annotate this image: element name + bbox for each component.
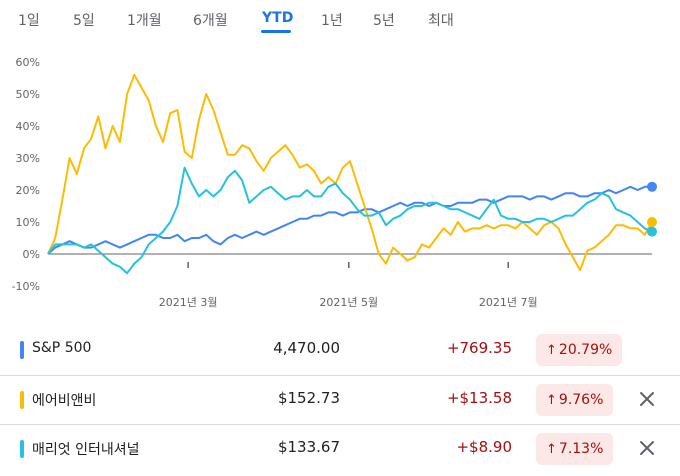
series-color-marker <box>20 391 24 409</box>
tab-max[interactable]: 최대 <box>428 13 454 29</box>
tab-ytd[interactable]: YTD <box>262 10 294 26</box>
row-percent-badge: ↑ 7.13% <box>536 433 614 465</box>
y-tick-label: 40% <box>16 120 40 133</box>
list-item[interactable]: 매리엇 인터내셔널 $133.67 +$8.90 ↑ 7.13% <box>0 424 680 473</box>
y-tick-label: 50% <box>16 88 40 101</box>
row-percent-badge: ↑ 20.79% <box>536 334 623 366</box>
row-change: +$13.58 <box>446 389 512 407</box>
row-price: $133.67 <box>277 438 340 456</box>
row-change: +$8.90 <box>456 438 512 456</box>
tab-active-indicator <box>261 30 291 33</box>
tab-1y[interactable]: 1년 <box>321 13 343 29</box>
series-end-point-0 <box>647 181 657 192</box>
tab-6m[interactable]: 6개월 <box>193 13 228 29</box>
tab-5y[interactable]: 5년 <box>373 13 395 29</box>
range-tabs: 1일 5일 1개월 6개월 YTD 1년 5년 최대 <box>0 0 680 40</box>
list-item[interactable]: S&P 500 4,470.00 +769.35 ↑ 20.79% <box>0 326 680 375</box>
row-percent: 9.76% <box>558 392 604 408</box>
comparison-list: S&P 500 4,470.00 +769.35 ↑ 20.79% 에어비앤비 $… <box>0 326 680 473</box>
series-line-1 <box>47 73 653 271</box>
price-chart-svg: 60% 50% 40% 30% 20% 10% 0% -10% 2021년 3월 2021년 5… <box>12 56 657 309</box>
series-color-marker <box>20 440 24 458</box>
x-tick-label: 2021년 5월 <box>319 296 378 309</box>
price-chart: 60% 50% 40% 30% 20% 10% 0% -10% 2021년 3월 2021년 5… <box>0 44 680 320</box>
x-tick-label: 2021년 7월 <box>479 296 538 309</box>
series-end-point-2 <box>647 226 657 237</box>
row-percent: 20.79% <box>558 342 613 358</box>
y-tick-label: 60% <box>16 56 40 69</box>
row-name: 매리엇 인터내셔널 <box>32 442 140 458</box>
tab-5d[interactable]: 5일 <box>73 13 95 29</box>
row-price: 4,470.00 <box>273 339 340 357</box>
series-color-marker <box>20 341 24 359</box>
arrow-up-icon: ↑ <box>546 442 557 457</box>
series-line-2 <box>47 166 653 275</box>
y-tick-label: 0% <box>23 248 40 261</box>
x-tick-label: 2021년 3월 <box>159 296 218 309</box>
arrow-up-icon: ↑ <box>546 393 557 408</box>
close-icon[interactable] <box>636 388 658 410</box>
series-line-0 <box>47 185 652 255</box>
series-end-point-1 <box>647 217 657 227</box>
close-icon[interactable] <box>636 437 658 459</box>
y-tick-label: 20% <box>16 184 40 197</box>
row-name: S&P 500 <box>32 340 92 356</box>
arrow-up-icon: ↑ <box>546 343 557 358</box>
row-percent-badge: ↑ 9.76% <box>536 384 614 416</box>
row-name: 에어비앤비 <box>32 393 97 409</box>
y-tick-label: -10% <box>12 280 40 293</box>
y-tick-label: 10% <box>16 216 40 229</box>
row-change: +769.35 <box>446 339 512 357</box>
tab-1d[interactable]: 1일 <box>18 13 40 29</box>
y-tick-label: 30% <box>16 152 40 165</box>
row-percent: 7.13% <box>558 441 604 457</box>
tab-1m[interactable]: 1개월 <box>127 13 162 29</box>
row-price: $152.73 <box>277 389 340 407</box>
list-item[interactable]: 에어비앤비 $152.73 +$13.58 ↑ 9.76% <box>0 375 680 424</box>
